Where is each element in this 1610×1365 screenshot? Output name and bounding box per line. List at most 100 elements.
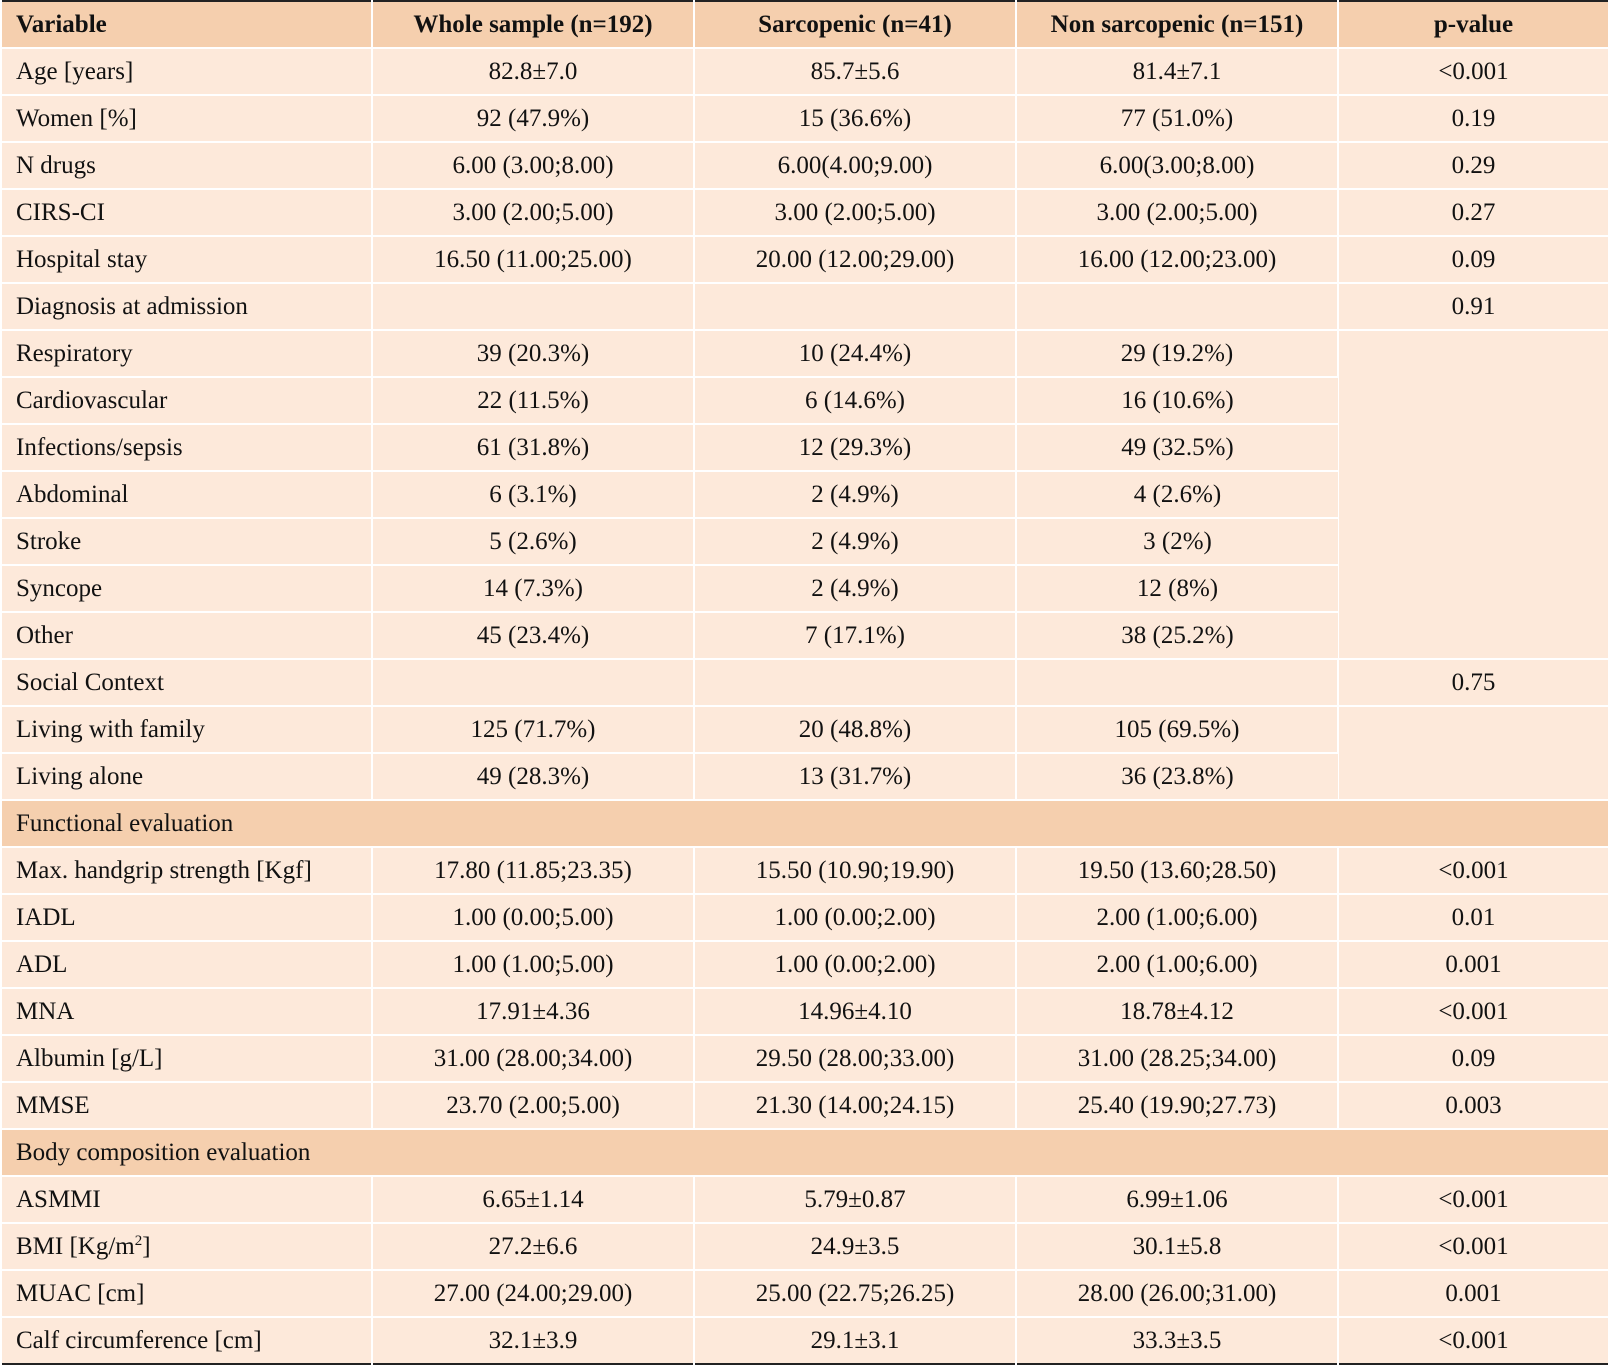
cell-p-value: 0.001 (1338, 941, 1608, 989)
row-label: N drugs (2, 142, 373, 190)
cell-sarcopenic: 6 (14.6%) (694, 377, 1017, 425)
header-p-value: p-value (1338, 1, 1608, 49)
cell-p-value (1338, 706, 1608, 801)
cell-p-value: 0.09 (1338, 236, 1608, 284)
cell-whole-sample: 23.70 (2.00;5.00) (372, 1082, 695, 1130)
cell-sarcopenic: 3.00 (2.00;5.00) (694, 189, 1017, 237)
cell-non-sarcopenic: 16.00 (12.00;23.00) (1016, 236, 1339, 284)
cell-non-sarcopenic: 105 (69.5%) (1016, 706, 1339, 754)
cell-p-value (1338, 330, 1608, 660)
cell-non-sarcopenic: 18.78±4.12 (1016, 988, 1339, 1036)
table-row: Diagnosis at admission 0.91 (2, 283, 1608, 331)
cell-non-sarcopenic: 49 (32.5%) (1016, 424, 1338, 472)
cell-p-value: 0.91 (1338, 283, 1608, 331)
cell-sarcopenic: 15.50 (10.90;19.90) (694, 847, 1017, 895)
row-label: CIRS-CI (2, 189, 373, 237)
row-label: Women [%] (2, 95, 373, 143)
cell-non-sarcopenic: 30.1±5.8 (1016, 1223, 1339, 1271)
table-row: CIRS-CI 3.00 (2.00;5.00) 3.00 (2.00;5.00) 3… (2, 189, 1608, 237)
cell-non-sarcopenic: 6.99±1.06 (1016, 1176, 1339, 1224)
row-label: Respiratory (2, 330, 373, 378)
cell-whole-sample: 22 (11.5%) (372, 377, 695, 425)
table-row: Abdominal 6 (3.1%) 2 (4.9%) 4 (2.6%) (2, 471, 1608, 519)
row-label: Cardiovascular (2, 377, 373, 425)
cell-sarcopenic: 1.00 (0.00;2.00) (694, 941, 1017, 989)
row-label: Albumin [g/L] (2, 1035, 373, 1083)
row-label-text: BMI [Kg/m (16, 1232, 135, 1260)
row-label: Social Context (2, 659, 373, 707)
cell-sarcopenic: 6.00(4.00;9.00) (694, 142, 1017, 190)
cell-whole-sample: 17.80 (11.85;23.35) (372, 847, 695, 895)
cell-whole-sample: 6.65±1.14 (372, 1176, 695, 1224)
row-label: ASMMI (2, 1176, 373, 1224)
table-row: ADL 1.00 (1.00;5.00) 1.00 (0.00;2.00) 2.00 … (2, 941, 1608, 989)
cell-sarcopenic: 2 (4.9%) (694, 471, 1017, 519)
cell-non-sarcopenic (1016, 659, 1339, 707)
cell-sarcopenic: 29.50 (28.00;33.00) (694, 1035, 1017, 1083)
cell-non-sarcopenic: 25.40 (19.90;27.73) (1016, 1082, 1339, 1130)
table-row: Stroke 5 (2.6%) 2 (4.9%) 3 (2%) (2, 518, 1608, 566)
cell-whole-sample: 27.2±6.6 (372, 1223, 695, 1271)
table-row: Age [years] 82.8±7.0 85.7±5.6 81.4±7.1 <0.00… (2, 48, 1608, 96)
cell-non-sarcopenic: 81.4±7.1 (1016, 48, 1339, 96)
table-row: Living with family 125 (71.7%) 20 (48.8%) 1… (2, 706, 1608, 801)
table-row: Hospital stay 16.50 (11.00;25.00) 20.00 (1… (2, 236, 1608, 284)
section-label: Functional evaluation (2, 800, 1608, 848)
row-label: Max. handgrip strength [Kgf] (2, 847, 373, 895)
cell-p-value: 0.09 (1338, 1035, 1608, 1083)
cell-sarcopenic: 14.96±4.10 (694, 988, 1017, 1036)
row-label-superscript: 2 (134, 1232, 143, 1249)
table-row: BMI [Kg/m2] 27.2±6.6 24.9±3.5 30.1±5.8 <0.00… (2, 1223, 1608, 1271)
row-label: Diagnosis at admission (2, 283, 373, 331)
cell-sarcopenic: 85.7±5.6 (694, 48, 1017, 96)
row-label: Living with family (2, 706, 373, 754)
cell-sarcopenic: 10 (24.4%) (694, 330, 1017, 378)
cell-sarcopenic: 24.9±3.5 (694, 1223, 1017, 1271)
header-whole-sample: Whole sample (n=192) (372, 1, 695, 49)
table-row: Calf circumference [cm] 32.1±3.9 29.1±3.1 3… (2, 1317, 1608, 1364)
cell-p-value: 0.01 (1338, 894, 1608, 942)
header-row: Variable Whole sample (n=192) Sarcopenic… (2, 1, 1608, 49)
table-row: Social Context 0.75 (2, 659, 1608, 707)
table-row: IADL 1.00 (0.00;5.00) 1.00 (0.00;2.00) 2.00… (2, 894, 1608, 942)
cell-whole-sample (372, 283, 695, 331)
row-label: Abdominal (2, 471, 373, 519)
cell-non-sarcopenic: 31.00 (28.25;34.00) (1016, 1035, 1339, 1083)
row-label: IADL (2, 894, 373, 942)
cell-whole-sample: 61 (31.8%) (372, 424, 695, 472)
row-label: Living alone (2, 753, 373, 801)
table-row: Cardiovascular 22 (11.5%) 6 (14.6%) 16 (10.… (2, 377, 1608, 425)
cell-sarcopenic: 5.79±0.87 (694, 1176, 1017, 1224)
row-label: MNA (2, 988, 373, 1036)
cell-non-sarcopenic: 38 (25.2%) (1016, 612, 1338, 660)
cell-non-sarcopenic: 12 (8%) (1016, 565, 1338, 613)
section-label: Body composition evaluation (2, 1129, 1608, 1177)
cell-whole-sample: 1.00 (0.00;5.00) (372, 894, 695, 942)
cell-sarcopenic: 29.1±3.1 (694, 1317, 1017, 1364)
cell-sarcopenic: 2 (4.9%) (694, 565, 1017, 613)
cell-non-sarcopenic: 3 (2%) (1016, 518, 1338, 566)
cell-sarcopenic: 2 (4.9%) (694, 518, 1017, 566)
cell-p-value: 0.27 (1338, 189, 1608, 237)
table-row: Living alone 49 (28.3%) 13 (31.7%) 36 (23.8… (2, 753, 1608, 801)
cell-whole-sample: 6.00 (3.00;8.00) (372, 142, 695, 190)
cell-sarcopenic: 7 (17.1%) (694, 612, 1017, 660)
cell-non-sarcopenic (1016, 283, 1339, 331)
cell-p-value: <0.001 (1338, 48, 1608, 96)
cell-non-sarcopenic: 29 (19.2%) (1016, 330, 1339, 378)
cell-non-sarcopenic: 2.00 (1.00;6.00) (1016, 941, 1339, 989)
cell-non-sarcopenic: 3.00 (2.00;5.00) (1016, 189, 1339, 237)
row-label: Hospital stay (2, 236, 373, 284)
cell-whole-sample (372, 659, 695, 707)
row-label: MMSE (2, 1082, 373, 1130)
cell-sarcopenic: 1.00 (0.00;2.00) (694, 894, 1017, 942)
cell-sarcopenic: 25.00 (22.75;26.25) (694, 1270, 1017, 1318)
table-body: Age [years] 82.8±7.0 85.7±5.6 81.4±7.1 <0.00… (2, 48, 1608, 1364)
cell-non-sarcopenic: 16 (10.6%) (1016, 377, 1338, 425)
cell-non-sarcopenic: 4 (2.6%) (1016, 471, 1338, 519)
row-label: Stroke (2, 518, 373, 566)
cell-sarcopenic: 20 (48.8%) (694, 706, 1017, 754)
cell-p-value: <0.001 (1338, 1176, 1608, 1224)
